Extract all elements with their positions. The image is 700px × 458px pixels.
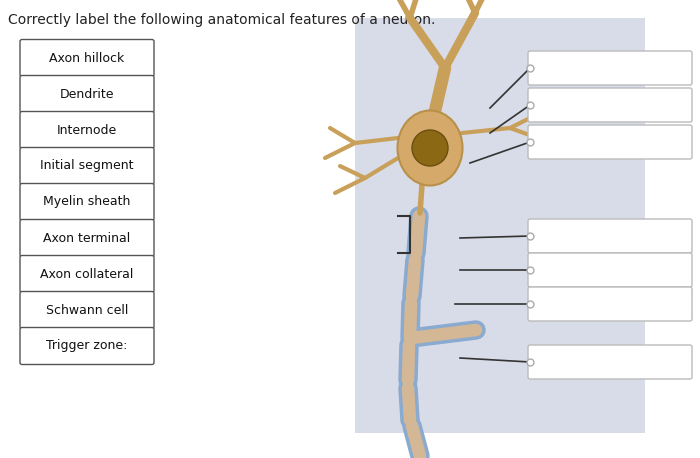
Text: Schwann cell: Schwann cell — [46, 304, 128, 316]
FancyBboxPatch shape — [20, 219, 154, 256]
Text: Correctly label the following anatomical features of a neuron.: Correctly label the following anatomical… — [8, 13, 435, 27]
FancyBboxPatch shape — [528, 219, 692, 253]
FancyBboxPatch shape — [20, 147, 154, 185]
FancyBboxPatch shape — [20, 39, 154, 76]
FancyBboxPatch shape — [20, 111, 154, 148]
Text: Trigger zone:: Trigger zone: — [46, 339, 127, 353]
FancyBboxPatch shape — [20, 291, 154, 328]
Circle shape — [412, 130, 448, 166]
Text: Myelin sheath: Myelin sheath — [43, 196, 131, 208]
Text: Dendrite: Dendrite — [60, 87, 114, 100]
Text: Axon hillock: Axon hillock — [50, 51, 125, 65]
FancyBboxPatch shape — [528, 125, 692, 159]
FancyBboxPatch shape — [528, 88, 692, 122]
FancyBboxPatch shape — [528, 345, 692, 379]
FancyBboxPatch shape — [20, 184, 154, 220]
FancyBboxPatch shape — [528, 253, 692, 287]
Text: Axon collateral: Axon collateral — [41, 267, 134, 280]
FancyBboxPatch shape — [528, 51, 692, 85]
Text: Initial segment: Initial segment — [41, 159, 134, 173]
FancyBboxPatch shape — [20, 256, 154, 293]
Text: Axon terminal: Axon terminal — [43, 231, 131, 245]
Bar — [355, 18, 645, 433]
Text: Internode: Internode — [57, 124, 117, 136]
FancyBboxPatch shape — [20, 327, 154, 365]
FancyBboxPatch shape — [528, 287, 692, 321]
Ellipse shape — [398, 110, 463, 185]
FancyBboxPatch shape — [20, 76, 154, 113]
